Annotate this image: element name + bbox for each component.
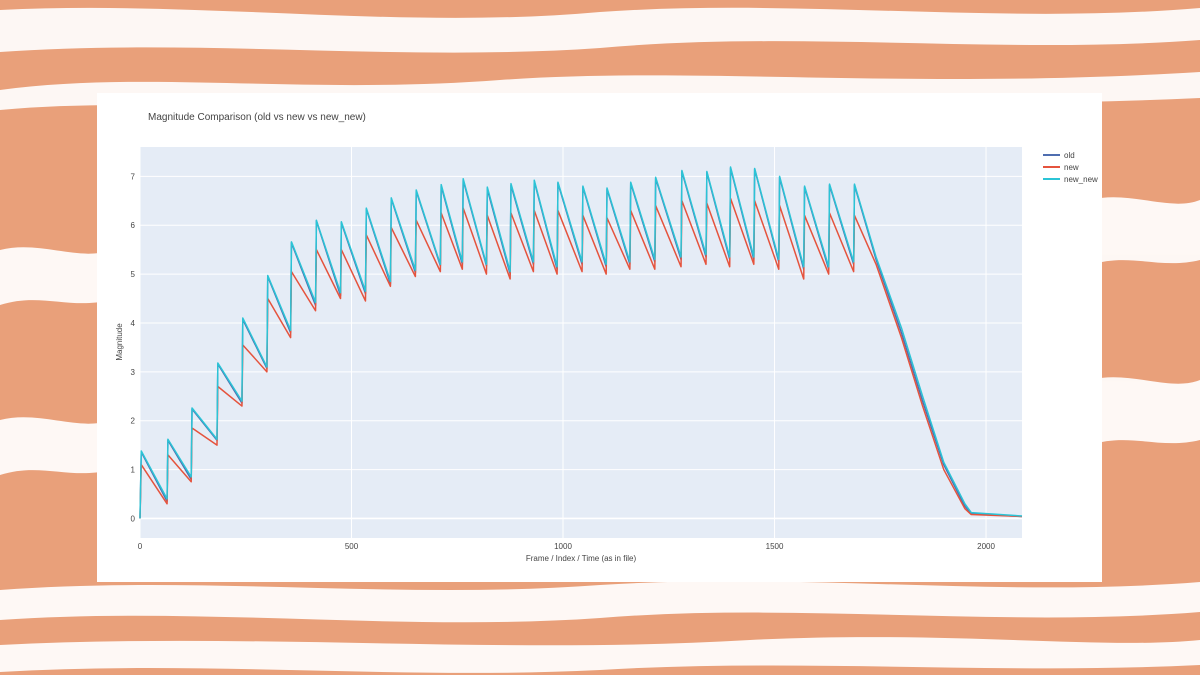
y-tick-label: 4 (131, 319, 136, 328)
plot-area (140, 147, 1022, 538)
y-tick-label: 7 (131, 172, 136, 181)
y-tick-label: 3 (131, 368, 136, 377)
data-line (139, 166, 1023, 519)
x-tick-label: 500 (345, 542, 359, 551)
legend-label: new (1064, 163, 1079, 172)
x-tick-label: 1000 (554, 542, 572, 551)
legend-label: new_new (1064, 175, 1098, 184)
x-tick-label: 1500 (766, 542, 784, 551)
x-tick-label: 2000 (977, 542, 995, 551)
y-tick-label: 5 (131, 270, 136, 279)
x-axis-label: Frame / Index / Time (as in file) (526, 554, 637, 563)
brush-stroke (0, 637, 1200, 673)
brush-stroke (0, 417, 110, 475)
y-tick-label: 6 (131, 221, 136, 230)
brush-stroke (0, 247, 110, 305)
y-axis-label: Magnitude (115, 323, 124, 361)
chart-title: Magnitude Comparison (old vs new vs new_… (148, 112, 366, 123)
y-tick-label: 1 (131, 466, 136, 475)
brush-stroke (1090, 377, 1200, 445)
brush-stroke (0, 581, 1200, 623)
legend-label: old (1064, 151, 1075, 160)
brush-stroke (0, 7, 1200, 53)
x-tick-label: 0 (138, 542, 143, 551)
y-tick-label: 0 (131, 514, 136, 523)
brush-stroke (1090, 197, 1200, 265)
y-tick-label: 2 (131, 417, 136, 426)
